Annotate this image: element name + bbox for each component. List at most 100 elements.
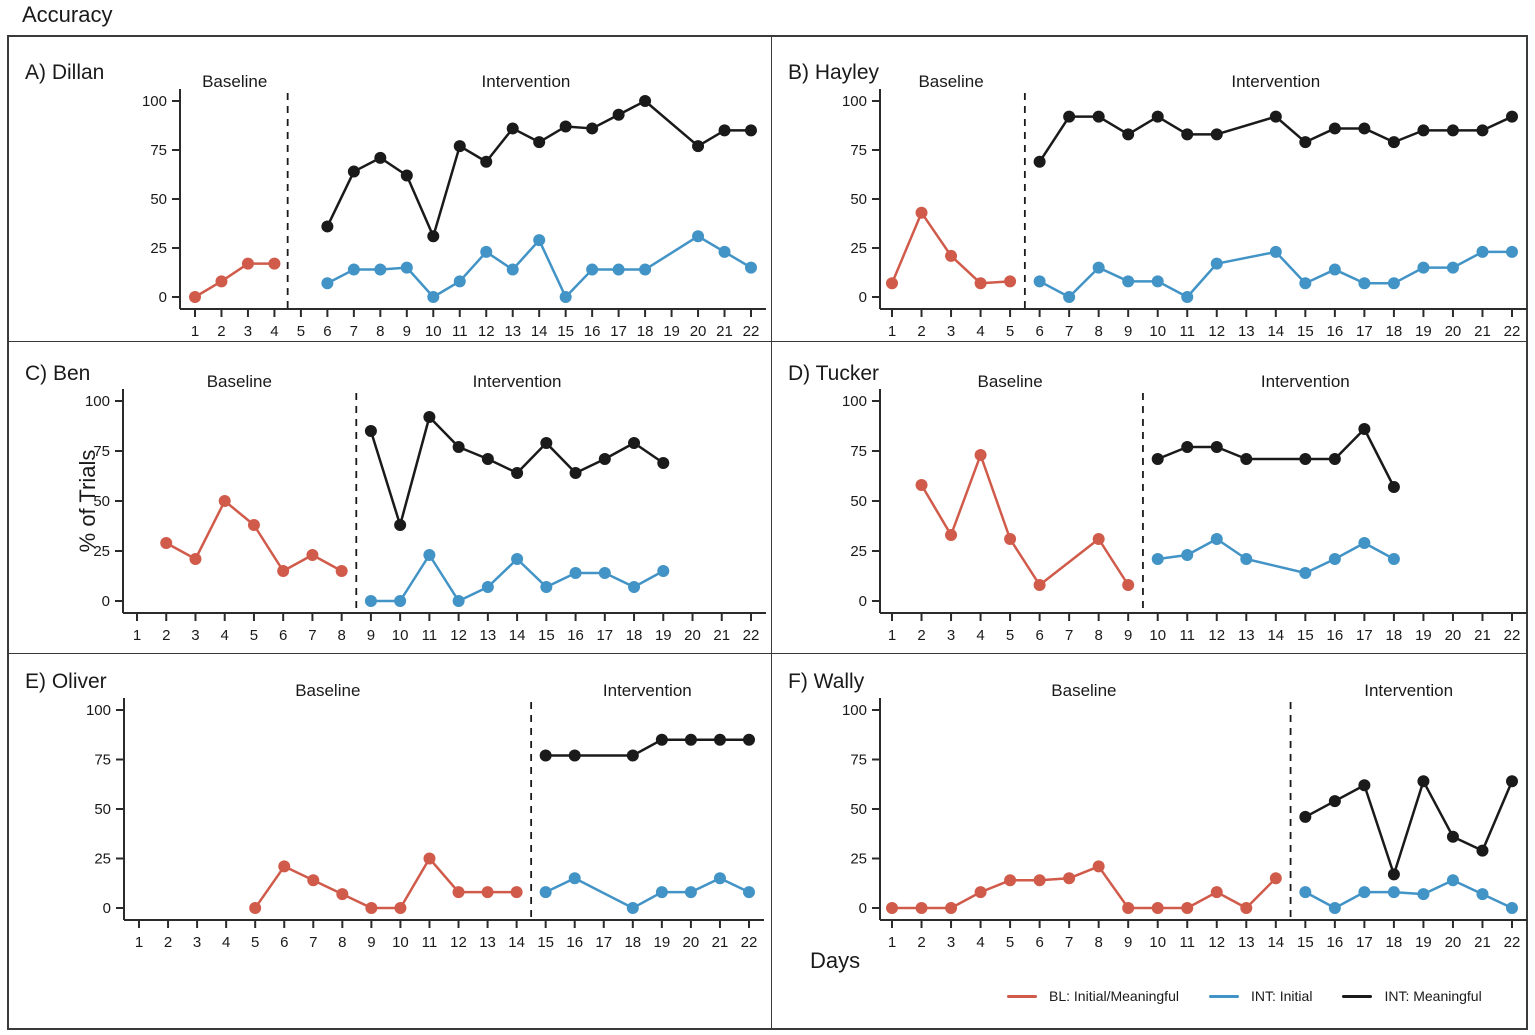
x-tick-label: 4 [222,934,230,951]
series-bl-initial-meaningful-line [254,857,517,910]
x-tick-label: 6 [1035,323,1043,340]
series-bl-initial-meaningful-point [215,275,228,288]
legend-item-int-meaningful: INT: Meaningful [1342,988,1482,1004]
x-tick-label: 9 [367,934,375,951]
x-tick-label: 15 [557,323,574,340]
series-bl-initial-meaningful-point [974,449,987,461]
x-tick-label: 19 [1415,323,1432,340]
y-tick-label: 100 [842,702,867,719]
figure-title: Accuracy [22,2,113,27]
phase-label-intervention: Intervention [1364,681,1453,700]
series-int-initial-point [1506,245,1518,258]
series-int-meaningful-point [1033,155,1046,168]
x-tick-label: 4 [976,934,984,951]
series-int-initial-point [1506,902,1518,914]
series-int-meaningful-point [1387,481,1400,493]
x-tick-label: 10 [425,323,442,340]
series-bl-initial-meaningful-point [974,886,987,899]
series-int-meaningful-point [1240,453,1253,465]
series-int-initial-point [1299,886,1312,899]
series-int-initial-point [745,261,757,274]
phase-label-intervention: Intervention [1261,372,1350,391]
series-bl-initial-meaningful-point [1033,579,1046,591]
series-int-meaningful-point [657,457,670,469]
x-tick-label: 2 [217,323,225,340]
x-tick-label: 14 [1267,627,1284,644]
series-int-initial-line [326,234,752,299]
series-bl-initial-meaningful-point [247,519,260,531]
series-int-initial-point [1417,261,1430,274]
x-tick-label: 7 [309,934,317,951]
series-int-meaningful-point [1506,110,1518,123]
x-tick-label: 15 [1297,627,1314,644]
series-bl-initial-meaningful-point [1033,874,1046,887]
series-int-initial-point [1358,277,1371,290]
series-int-initial-point [1328,902,1341,914]
series-int-initial-point [1210,257,1223,270]
series-int-initial-point [1151,553,1164,565]
y-tick-label: 50 [94,801,111,818]
x-tick-label: 12 [478,323,495,340]
series-int-initial-point [481,581,494,593]
series-int-initial-point [423,549,436,561]
x-tick-label: 13 [504,323,521,340]
series-int-meaningful-point [1358,122,1371,135]
x-tick-label: 17 [596,627,613,644]
x-tick-label: 11 [1179,627,1195,644]
series-int-meaningful-point [1358,423,1371,435]
series-int-meaningful-point [423,411,436,423]
x-tick-label: 20 [690,323,707,340]
panel-title-oliver: E) Oliver [25,670,107,693]
series-int-meaningful-point [364,425,377,437]
series-bl-initial-meaningful-point [160,537,173,549]
series-int-initial-point [1476,888,1489,901]
series-int-initial-point [533,234,546,247]
series-int-meaningful-point [539,749,552,762]
series-int-meaningful-point [453,140,466,153]
x-tick-label: 16 [567,627,584,644]
panel-title-ben: C) Ben [25,362,91,385]
x-tick-label: 2 [917,627,925,644]
phase-label-intervention: Intervention [482,72,571,91]
series-bl-initial-meaningful-point [278,860,291,873]
x-tick-label: 10 [1149,323,1166,340]
x-tick-label: 6 [1035,934,1043,951]
y-tick-label: 0 [859,900,867,917]
x-tick-label: 15 [1297,934,1314,951]
x-tick-label: 5 [1006,934,1014,951]
series-bl-initial-meaningful-point [249,902,262,914]
series-int-initial-point [1358,886,1371,899]
series-int-meaningful-point [347,165,360,178]
x-tick-label: 5 [1006,323,1014,340]
series-bl-initial-meaningful-point [1063,872,1076,885]
series-int-initial-line [1039,250,1512,299]
series-int-initial-point [394,595,407,607]
series-int-meaningful-point [480,155,493,168]
series-int-meaningful-point [1328,122,1341,135]
series-bl-initial-meaningful-point [423,852,436,865]
series-bl-initial-meaningful-point [510,886,523,899]
series-bl-initial-meaningful-point [945,529,958,541]
series-int-meaningful-point [559,120,572,133]
x-tick-label: 4 [221,627,229,644]
x-tick-label: 9 [1124,627,1132,644]
series-bl-initial-meaningful-point [1269,872,1282,885]
series-int-meaningful-point [692,140,705,153]
y-tick-label: 50 [850,493,867,510]
series-int-meaningful-point [400,169,413,182]
series-bl-initial-meaningful-point [1122,579,1135,591]
series-int-meaningful-point [1122,128,1135,141]
series-bl-initial-meaningful-point [336,888,349,901]
x-tick-label: 17 [1356,934,1373,951]
x-tick-label: 3 [191,627,199,644]
x-tick-label: 18 [1386,627,1403,644]
x-tick-label: 17 [595,934,612,951]
series-int-initial-point [1387,277,1400,290]
y-tick-label: 25 [150,240,167,257]
y-tick-label: 75 [850,443,867,460]
x-tick-label: 8 [338,934,346,951]
x-tick-label: 22 [1504,323,1521,340]
x-tick-label: 18 [637,323,654,340]
x-tick-label: 5 [1006,627,1014,644]
